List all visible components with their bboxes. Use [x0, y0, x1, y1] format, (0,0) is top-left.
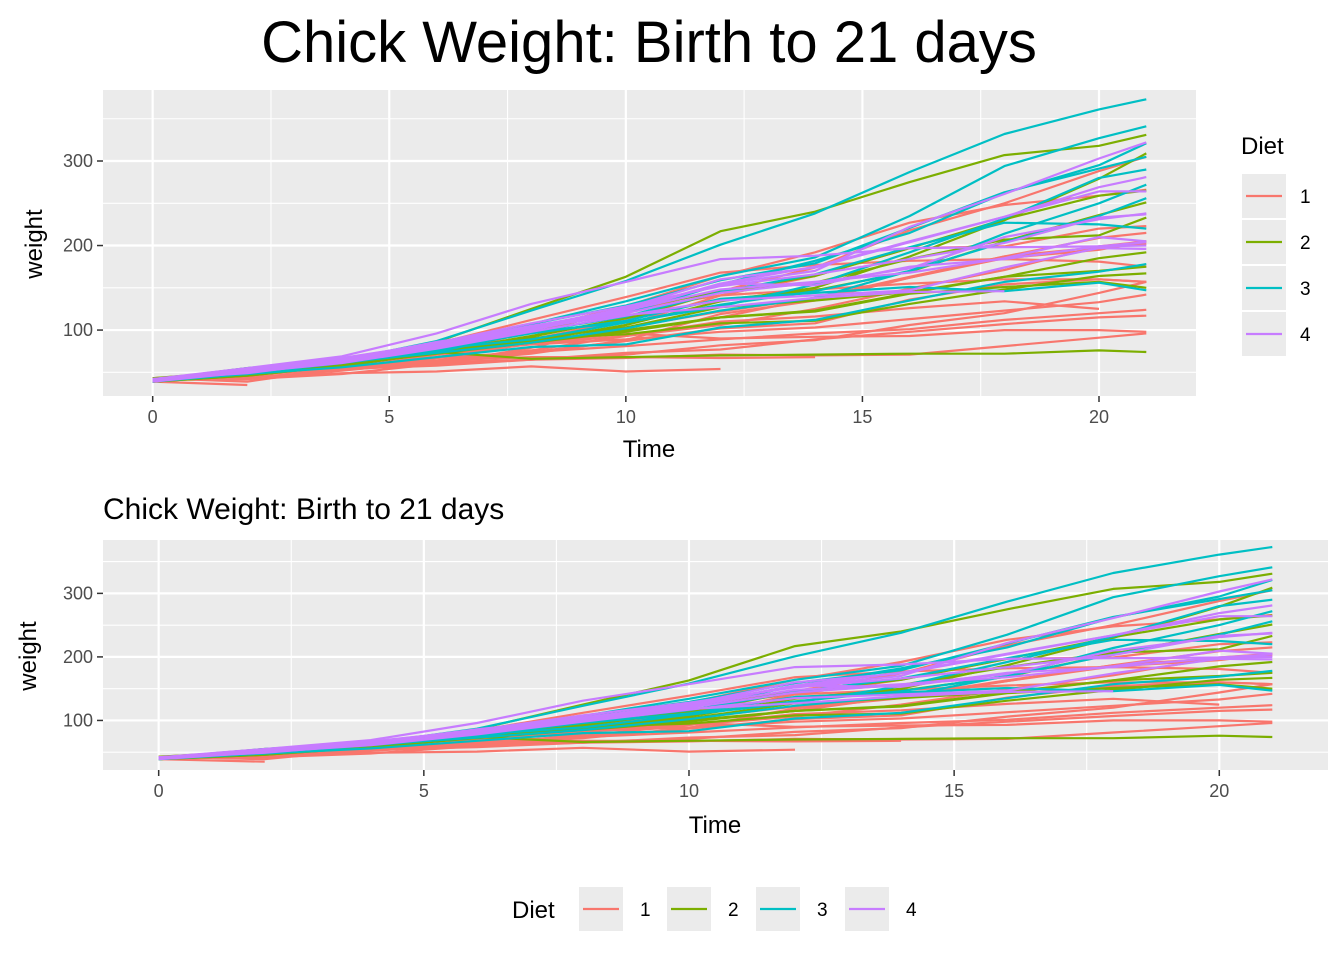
chart-1-x-axis-label: Time: [623, 436, 675, 463]
plot-background: [103, 540, 1328, 770]
plot-background: [103, 90, 1196, 396]
x-tick-label: 5: [384, 407, 394, 427]
x-tick-label: 10: [616, 407, 636, 427]
chart-2-title: Chick Weight: Birth to 21 days: [103, 493, 504, 526]
series-line-chick-50-diet-4: [152, 190, 1147, 381]
x-tick-label: 15: [852, 407, 872, 427]
chart-1-title: Chick Weight: Birth to 21 days: [261, 10, 1037, 75]
x-tick-label: 0: [154, 781, 164, 801]
x-tick-label: 5: [419, 781, 429, 801]
chart-2-legend: Diet 1 2 3 4: [512, 887, 917, 931]
chart-2-y-axis-label: weight: [15, 621, 42, 692]
chart-1-legend-title: Diet: [1241, 133, 1284, 160]
x-tick-label: 0: [148, 407, 158, 427]
chart-2-plot-panel: [103, 540, 1328, 770]
chart-2-x-axis-label: Time: [689, 812, 741, 839]
x-tick-label: 20: [1089, 407, 1109, 427]
y-tick-label: 100: [63, 320, 93, 340]
series-line-chick-18-diet-1: [152, 380, 248, 387]
legend-label-diet-4: 4: [1300, 325, 1311, 346]
series-line-chick-50-diet-4: [158, 615, 1273, 759]
series-line-chick-20-diet-1: [152, 314, 1147, 381]
series-line-chick-37-diet-3: [158, 669, 1273, 759]
legend-label-diet-3: 3: [1300, 279, 1311, 300]
chart-1-plot-panel: [103, 90, 1196, 396]
series-line-chick-43-diet-4: [152, 244, 1147, 381]
series-line-chick-30-diet-2: [152, 280, 1147, 381]
legend-label-diet-1: 1: [1300, 187, 1311, 208]
y-tick-label: 200: [63, 236, 93, 256]
y-tick-label: 100: [63, 710, 93, 730]
chart-2-axes: 0 5 10 15 20 100 200 300: [63, 583, 1229, 801]
series-line-chick-18-diet-1: [158, 758, 265, 763]
series-line-chick-10-diet-1: [152, 308, 1147, 381]
legend-label-diet-2: 2: [728, 900, 739, 921]
legend-label-diet-4: 4: [906, 900, 917, 921]
legend-label-diet-2: 2: [1300, 233, 1311, 254]
y-tick-label: 200: [63, 647, 93, 667]
chart-1-y-axis-label: weight: [21, 209, 48, 280]
chart-1-legend: Diet 1 2 3 4: [1241, 133, 1311, 356]
series-line-chick-49-diet-4: [152, 213, 1147, 382]
legend-label-diet-1: 1: [640, 900, 651, 921]
chart-1-axes: 0 5 10 15 20 100 200 300: [63, 151, 1109, 427]
series-line-chick-37-diet-3: [152, 263, 1147, 381]
y-tick-label: 300: [63, 583, 93, 603]
series-line-chick-43-diet-4: [158, 655, 1273, 759]
x-tick-label: 10: [679, 781, 699, 801]
series-line-chick-20-diet-1: [158, 708, 1273, 759]
x-tick-label: 20: [1209, 781, 1229, 801]
x-tick-label: 15: [944, 781, 964, 801]
chart-2-legend-title: Diet: [512, 897, 555, 924]
legend-label-diet-3: 3: [817, 900, 828, 921]
y-tick-label: 300: [63, 151, 93, 171]
